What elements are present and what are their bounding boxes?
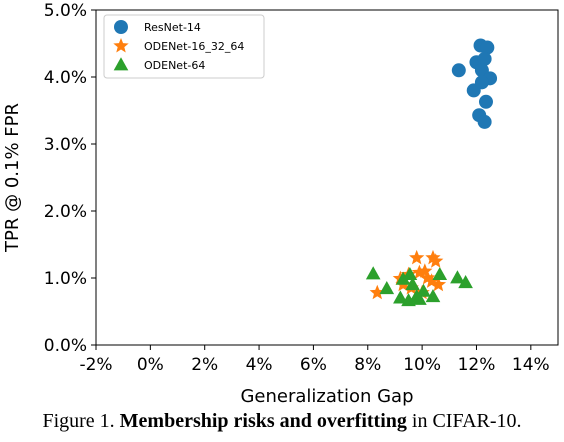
data-point-circle [474, 75, 489, 90]
data-point-star [369, 284, 385, 300]
y-axis-title: TPR @ 0.1% FPR [2, 103, 23, 253]
legend-label: ODENet-64 [144, 59, 205, 72]
data-point-triangle [458, 274, 473, 289]
data-point-circle [480, 40, 495, 55]
x-tick-label: 12% [458, 355, 496, 375]
y-tick-label: 4.0% [44, 68, 87, 88]
legend-label: ResNet-14 [144, 21, 201, 34]
x-tick-label: 8% [354, 355, 381, 375]
legend-marker-triangle [113, 57, 129, 71]
data-point-star [425, 249, 441, 265]
data-point-star [428, 253, 444, 268]
x-tick-label: 6% [300, 355, 327, 375]
plot-frame [95, 9, 559, 346]
legend-label: ODENet-16_32_64 [144, 40, 244, 53]
caption-prefix: Figure 1. [42, 410, 115, 432]
caption-bold: Membership risks and overfitting [119, 410, 407, 432]
data-point-star [409, 249, 425, 265]
y-tick-label: 2.0% [44, 202, 87, 222]
data-point-triangle [412, 291, 427, 305]
legend-marker-star [113, 37, 129, 53]
data-point-circle [478, 94, 493, 109]
y-tick-label: 3.0% [44, 135, 87, 155]
data-point-triangle [379, 281, 395, 295]
x-tick-label: -2% [79, 355, 112, 375]
data-point-triangle [401, 293, 416, 307]
data-point-star [423, 273, 440, 288]
x-tick-label: 2% [191, 355, 218, 375]
data-point-triangle [450, 270, 465, 284]
caption-suffix: in CIFAR-10. [411, 410, 522, 432]
x-tick-label: 4% [246, 355, 273, 375]
scatter-chart: -2% 0% 2% 4% 6% 8% 10% 12% 14% 0.0% 1.0% 2.0% 3.0% 4.… [2, 1, 559, 407]
x-tick-label: 14% [512, 355, 550, 375]
data-point-star [411, 264, 428, 280]
data-point-circle [477, 51, 492, 66]
data-point-circle [451, 63, 466, 78]
data-point-triangle [395, 271, 411, 285]
x-tick-label: 10% [403, 355, 441, 375]
data-point-star [430, 276, 447, 292]
data-point-triangle [405, 277, 420, 291]
data-point-triangle [432, 266, 448, 281]
legend-box [103, 14, 265, 79]
x-axis-title: Generalization Gap [240, 386, 413, 407]
data-point-triangle [393, 290, 408, 304]
data-point-triangle [402, 266, 418, 281]
x-tick-label: 0% [137, 355, 164, 375]
legend-marker-circle [114, 20, 128, 34]
data-point-triangle [365, 266, 381, 280]
data-point-circle [477, 114, 492, 129]
data-point-star [419, 269, 436, 285]
y-tick-label: 5.0% [44, 1, 87, 21]
data-point-triangle [425, 289, 441, 303]
y-tick-label: 0.0% [44, 336, 87, 356]
y-tick-label: 1.0% [44, 269, 87, 289]
figure-caption: Figure 1. Membership risks and overfitti… [0, 410, 564, 433]
